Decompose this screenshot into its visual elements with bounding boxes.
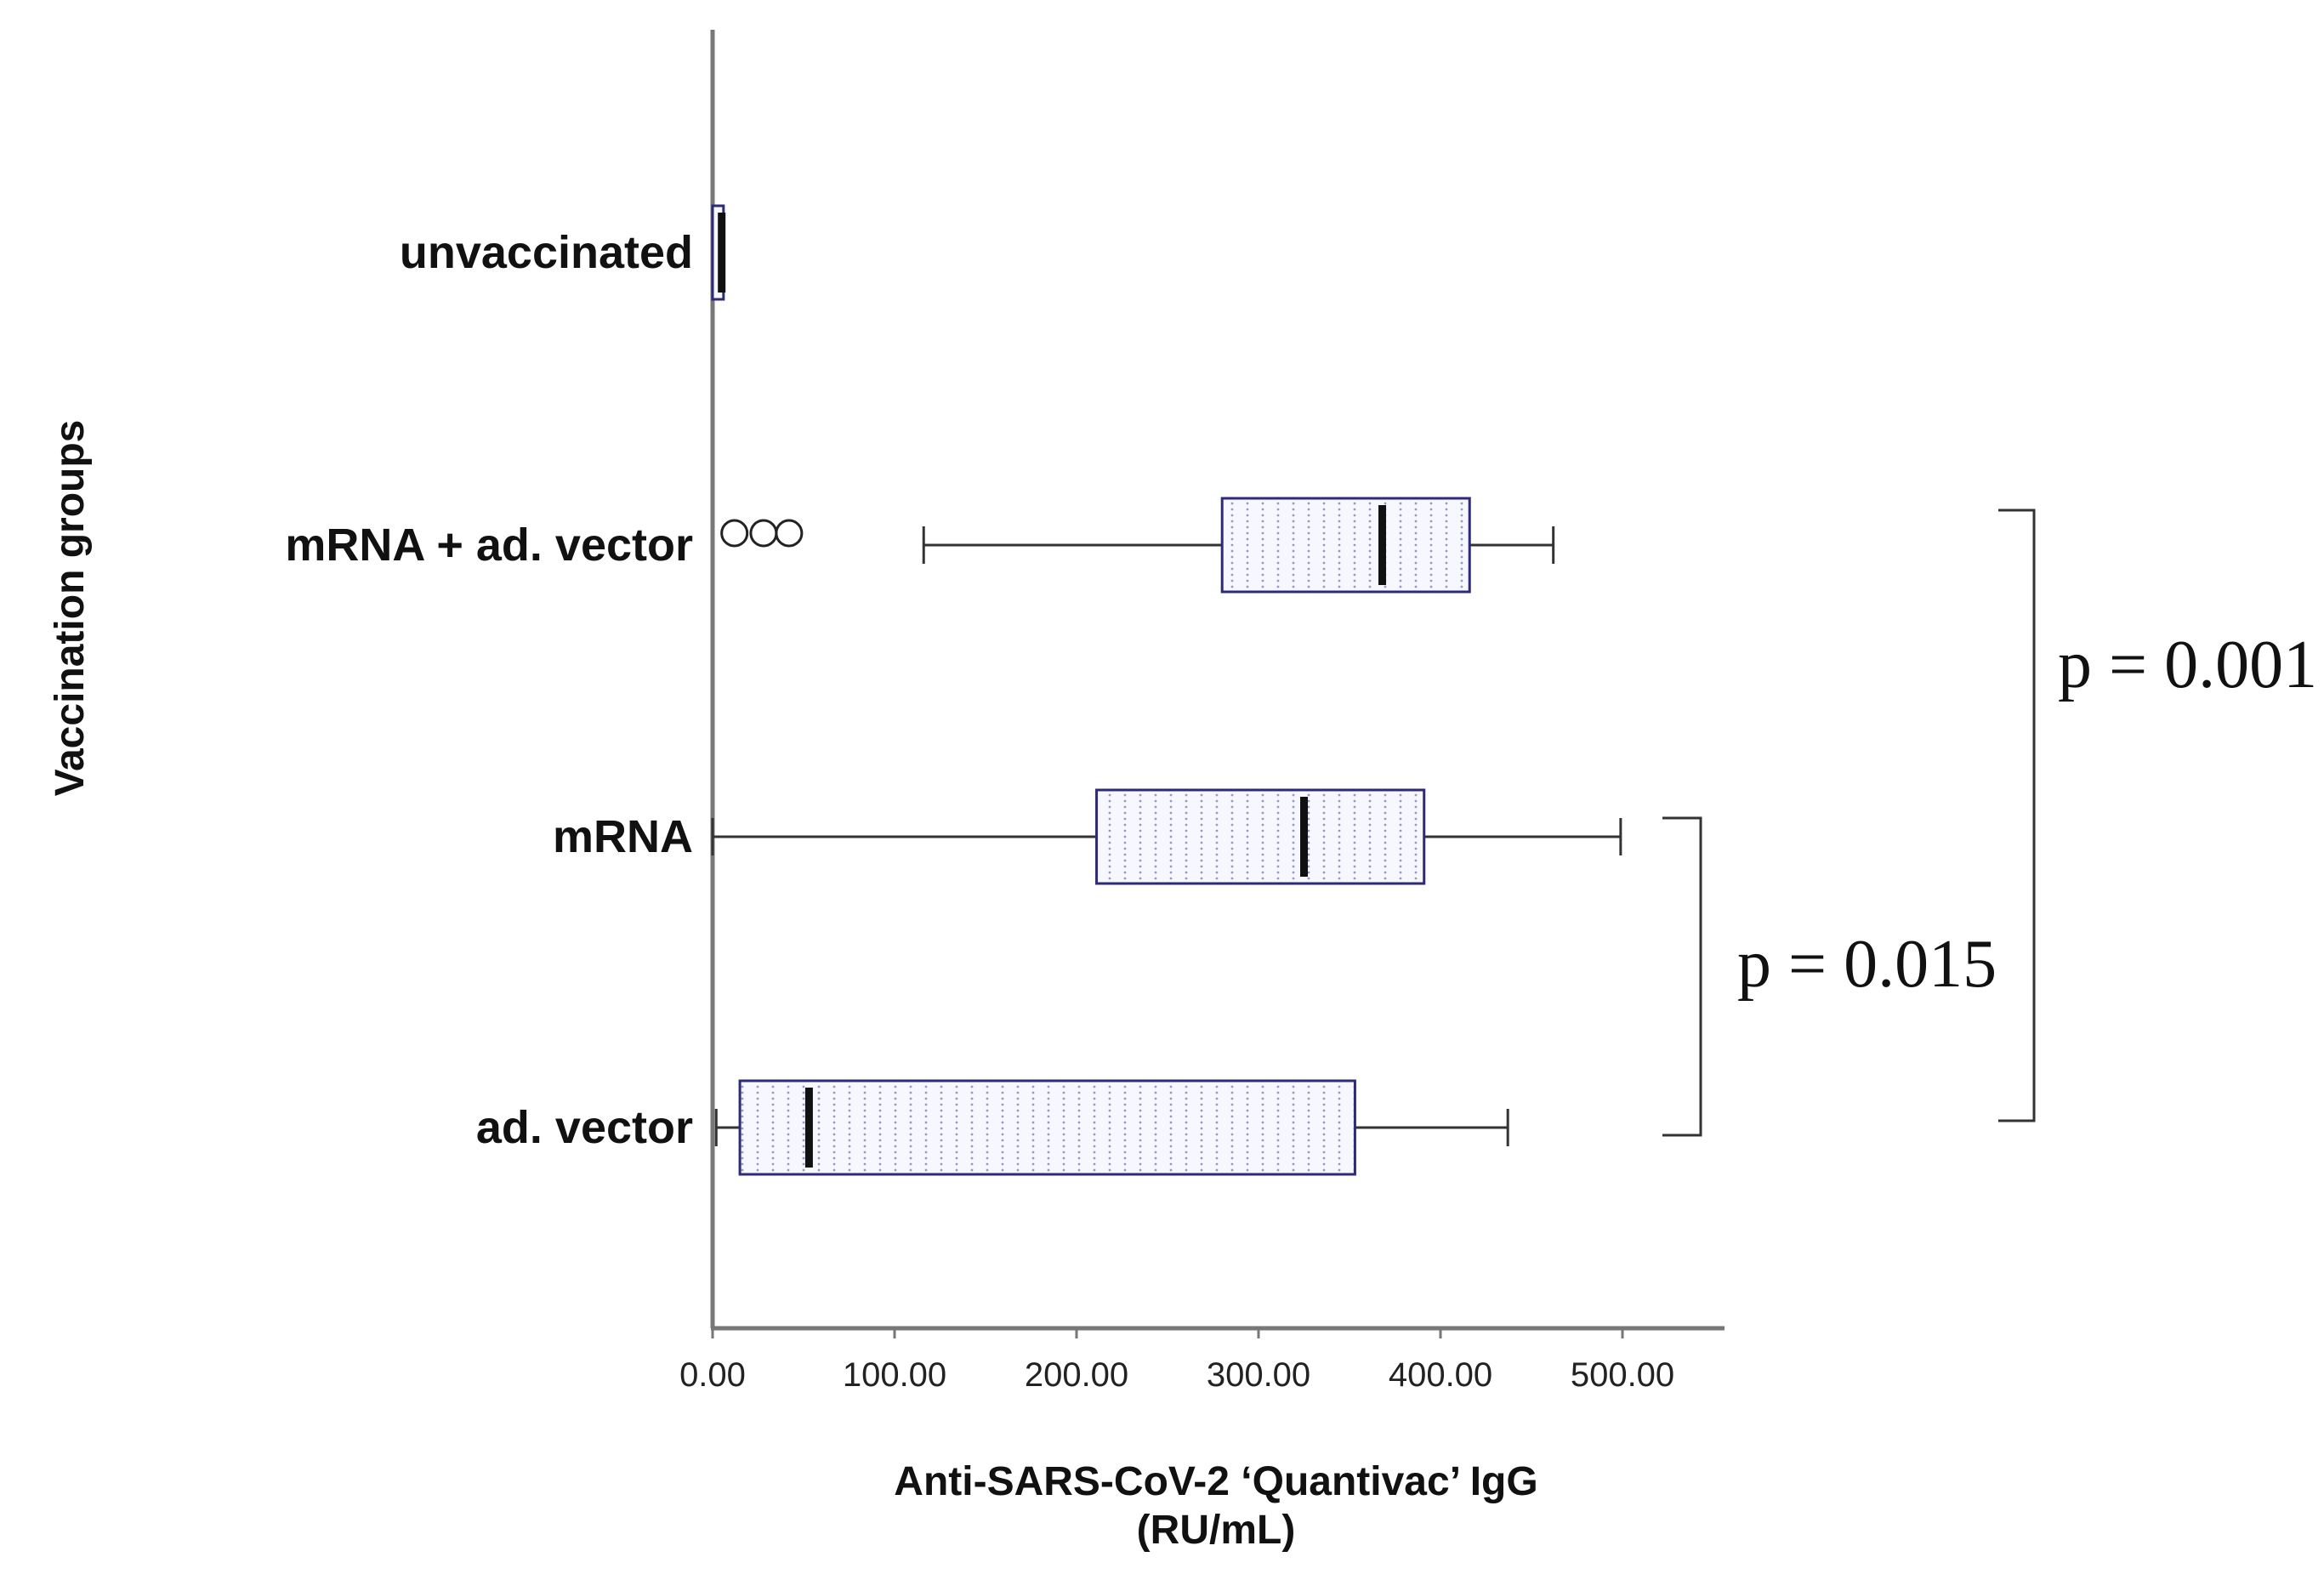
bracket-p001 (1998, 509, 2036, 1122)
y-axis-title: Vaccination groups (48, 420, 93, 797)
category-label: ad. vector (476, 1102, 693, 1153)
x-tick-label: 500.00 (1571, 1356, 1674, 1394)
box-group (711, 788, 1622, 885)
x-tick-label: 200.00 (1025, 1356, 1128, 1394)
x-axis-title: Anti-SARS-CoV-2 ‘Quantivac’ IgG (894, 1459, 1537, 1504)
outlier-point (749, 519, 778, 548)
category-labels: unvaccinated mRNA + ad. vector mRNA ad. vec… (285, 227, 693, 1153)
x-tick-label: 100.00 (843, 1356, 946, 1394)
pvalue-label-p015: p = 0.015 (1737, 927, 1997, 1002)
box-series (711, 204, 1622, 1176)
category-label: mRNA (553, 811, 693, 862)
pvalue-label-p001: p = 0.001 (2058, 628, 2317, 702)
bracket-p015 (1662, 816, 1702, 1137)
outlier-point (775, 519, 804, 548)
x-tick-label: 0.00 (679, 1356, 746, 1394)
box-iqr (1220, 497, 1471, 594)
box-group (720, 497, 1555, 594)
x-tick-label: 300.00 (1207, 1356, 1310, 1394)
category-label: mRNA + ad. vector (285, 520, 693, 571)
box-group (711, 204, 726, 301)
x-tick-label: 400.00 (1389, 1356, 1492, 1394)
outlier-point (720, 519, 749, 548)
category-label: unvaccinated (400, 227, 693, 278)
x-axis-unit: (RU/mL) (1137, 1508, 1296, 1553)
x-axis-ticks: 0.00 100.00 200.00 300.00 400.00 500.00 (679, 1328, 1674, 1394)
box-group (714, 1079, 1509, 1176)
box-iqr (738, 1079, 1356, 1176)
box-iqr (1095, 788, 1426, 885)
